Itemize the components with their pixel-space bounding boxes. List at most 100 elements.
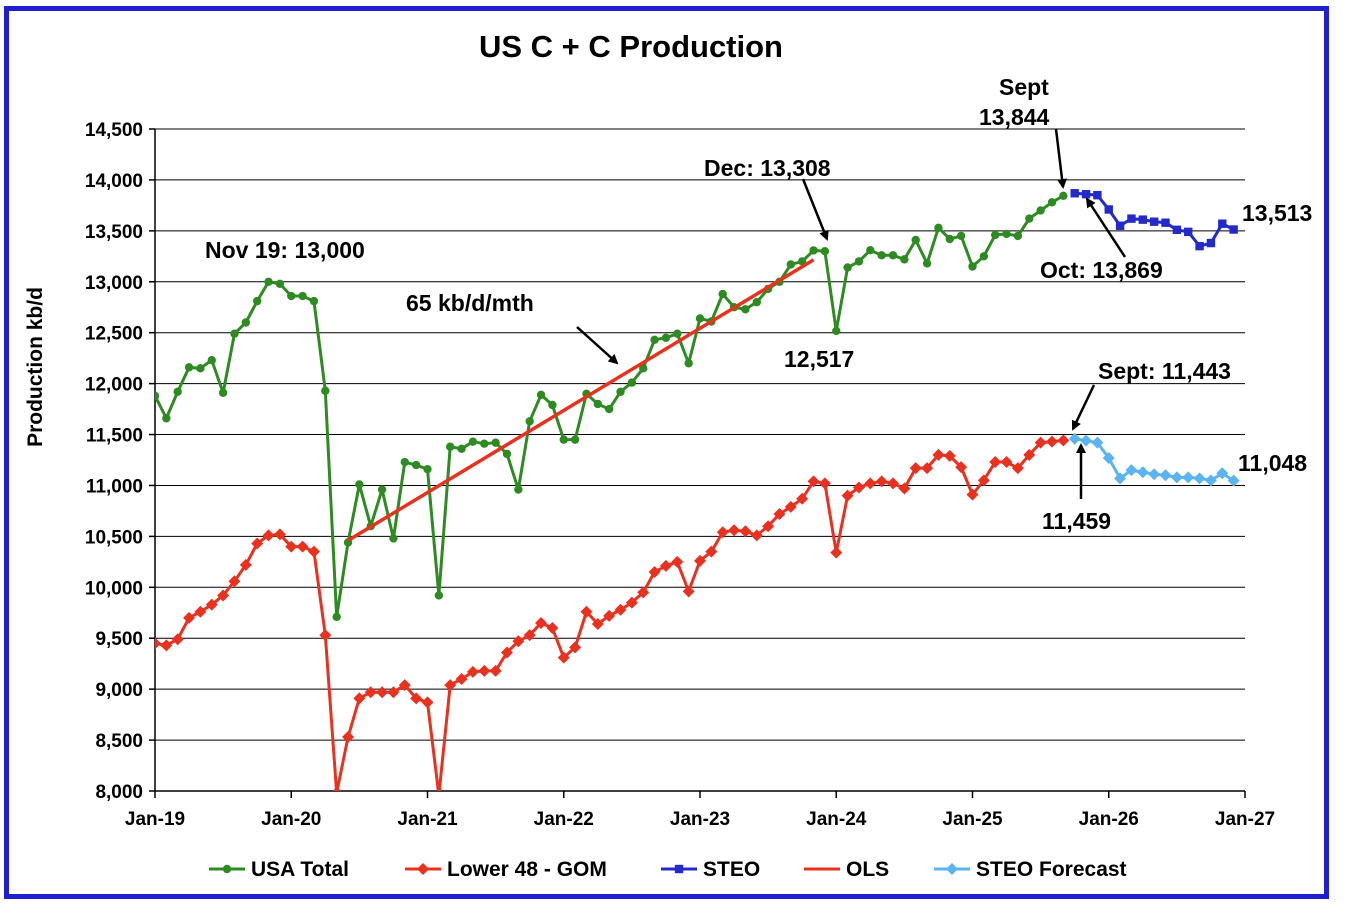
usa-total-point	[457, 444, 466, 453]
usa-total-point	[184, 363, 194, 372]
legend-swatch-point	[417, 863, 429, 875]
x-tick-labels: Jan-19 Jan-20 Jan-21 Jan-22 Jan-23 Jan-24 Jan-…	[125, 809, 1275, 830]
x-tick-label: Jan-25	[942, 809, 1003, 830]
lower-48-gom-point	[580, 605, 593, 618]
y-tick-label: 10,500	[85, 527, 143, 548]
lower-48-gom-point	[387, 686, 400, 699]
usa-total-point	[900, 255, 909, 264]
lower-48-gom-point	[205, 598, 218, 611]
usa-total-point	[866, 245, 875, 255]
usa-total-point	[854, 257, 864, 266]
lower-48-gom-point	[557, 651, 570, 664]
series-ols	[347, 258, 815, 542]
steo-forecast-point	[1080, 434, 1093, 447]
usa-total-point	[423, 464, 432, 474]
lower-48-gom-point	[887, 477, 900, 490]
lower-48-gom-point	[444, 679, 457, 692]
usa-total-point	[548, 400, 557, 410]
lower-48-gom-point	[682, 585, 695, 598]
x-tick-label: Jan-19	[125, 809, 185, 830]
usa-total-point	[480, 439, 489, 448]
lower-48-gom-point	[194, 605, 207, 618]
steo-point	[1149, 217, 1159, 226]
annotation-nov19: Nov 19: 13,000	[205, 237, 365, 263]
usa-total-point	[786, 260, 796, 269]
legend-label: Lower 48 - GOM	[447, 858, 607, 881]
lower-48-gom-point	[421, 696, 434, 709]
steo-forecast-point	[1102, 451, 1115, 464]
steo-point	[1104, 205, 1113, 214]
steo-forecast-point	[1216, 467, 1229, 480]
lower-48-gom-point	[603, 609, 616, 622]
x-tick-label: Jan-27	[1215, 809, 1275, 830]
lower-48-gom-point	[955, 461, 968, 474]
usa-total-point	[502, 449, 512, 459]
steo-point	[1070, 189, 1079, 198]
legend-item-steo-forecast: STEO Forecast	[934, 858, 1127, 881]
ols-line	[347, 258, 815, 542]
legend-item-usa-total: USA Total	[209, 858, 349, 881]
legend-item-steo: STEO	[661, 858, 760, 881]
usa-total-point	[355, 480, 364, 489]
y-tick-label: 9,000	[95, 680, 143, 701]
steo-forecast-point	[1125, 464, 1138, 477]
steo-point	[1127, 214, 1136, 223]
lower-48-gom-point	[171, 633, 184, 646]
y-tick-label: 8,500	[95, 731, 143, 752]
lower-48-gom-point	[716, 526, 729, 539]
usa-total-point	[536, 390, 546, 400]
usa-total-point	[1025, 214, 1034, 223]
usa-total-point	[321, 386, 330, 395]
usa-total-point	[1059, 191, 1068, 201]
legend-label: STEO Forecast	[976, 858, 1127, 881]
lower-48-gom-point	[977, 474, 990, 487]
usa-total-point	[956, 231, 966, 241]
usa-total-point	[298, 291, 307, 301]
lower-48-gom-point	[728, 524, 741, 537]
lower-48-gom-point	[637, 586, 650, 599]
lower-48-gom-point	[376, 686, 389, 699]
y-tick-label: 14,500	[85, 120, 143, 141]
x-tick-label: Jan-21	[397, 809, 458, 830]
arrow-oct	[1085, 197, 1127, 258]
usa-total-point	[196, 364, 205, 373]
lower-48-gom-point	[898, 482, 911, 495]
lower-48-gom-point	[796, 492, 809, 505]
lower-48-gom-point	[183, 611, 196, 624]
lower-48-gom-point	[569, 641, 582, 654]
steo-forecast-point	[1227, 474, 1240, 487]
annotation-sept-label: Sept	[999, 74, 1049, 100]
lower-48-gom-point	[410, 692, 423, 705]
lower-48-gom-point	[273, 528, 286, 541]
x-tick-label: Jan-23	[670, 809, 730, 830]
arrow-ols	[576, 326, 619, 365]
steo-forecast-point	[1193, 472, 1206, 485]
lower-48-gom-point	[353, 692, 366, 705]
lower-48-gom-point	[1023, 448, 1036, 461]
lower-48-gom-point	[989, 456, 1002, 469]
usa-total-point	[979, 252, 989, 261]
lower-48-gom-point	[921, 462, 934, 475]
usa-total-point	[616, 387, 625, 396]
steo-point	[1184, 227, 1193, 237]
steo-point	[1206, 238, 1216, 248]
lower-48-gom-point	[852, 481, 865, 494]
lower-48-gom-point	[614, 603, 627, 616]
usa-total-point	[559, 435, 568, 444]
y-tick-label: 12,500	[85, 324, 143, 345]
usa-total-point	[155, 391, 160, 401]
steo-forecast-point	[1068, 432, 1081, 445]
steo-forecast-point	[1159, 469, 1172, 482]
x-tick-label: Jan-26	[1079, 809, 1139, 830]
legend-swatch-point	[946, 863, 958, 875]
lower-48-gom-point	[436, 789, 441, 791]
usa-total-point	[162, 414, 171, 423]
steo-point	[1115, 221, 1125, 230]
usa-total-point	[1013, 231, 1023, 241]
lower-48-gom-point	[239, 558, 252, 571]
usa-total-point	[843, 263, 852, 272]
annotation-ols-slope: 65 kb/d/mth	[406, 290, 534, 316]
y-tick-label: 13,000	[85, 273, 143, 294]
steo-forecast-point	[1182, 471, 1195, 484]
usa-total-point	[934, 223, 943, 232]
